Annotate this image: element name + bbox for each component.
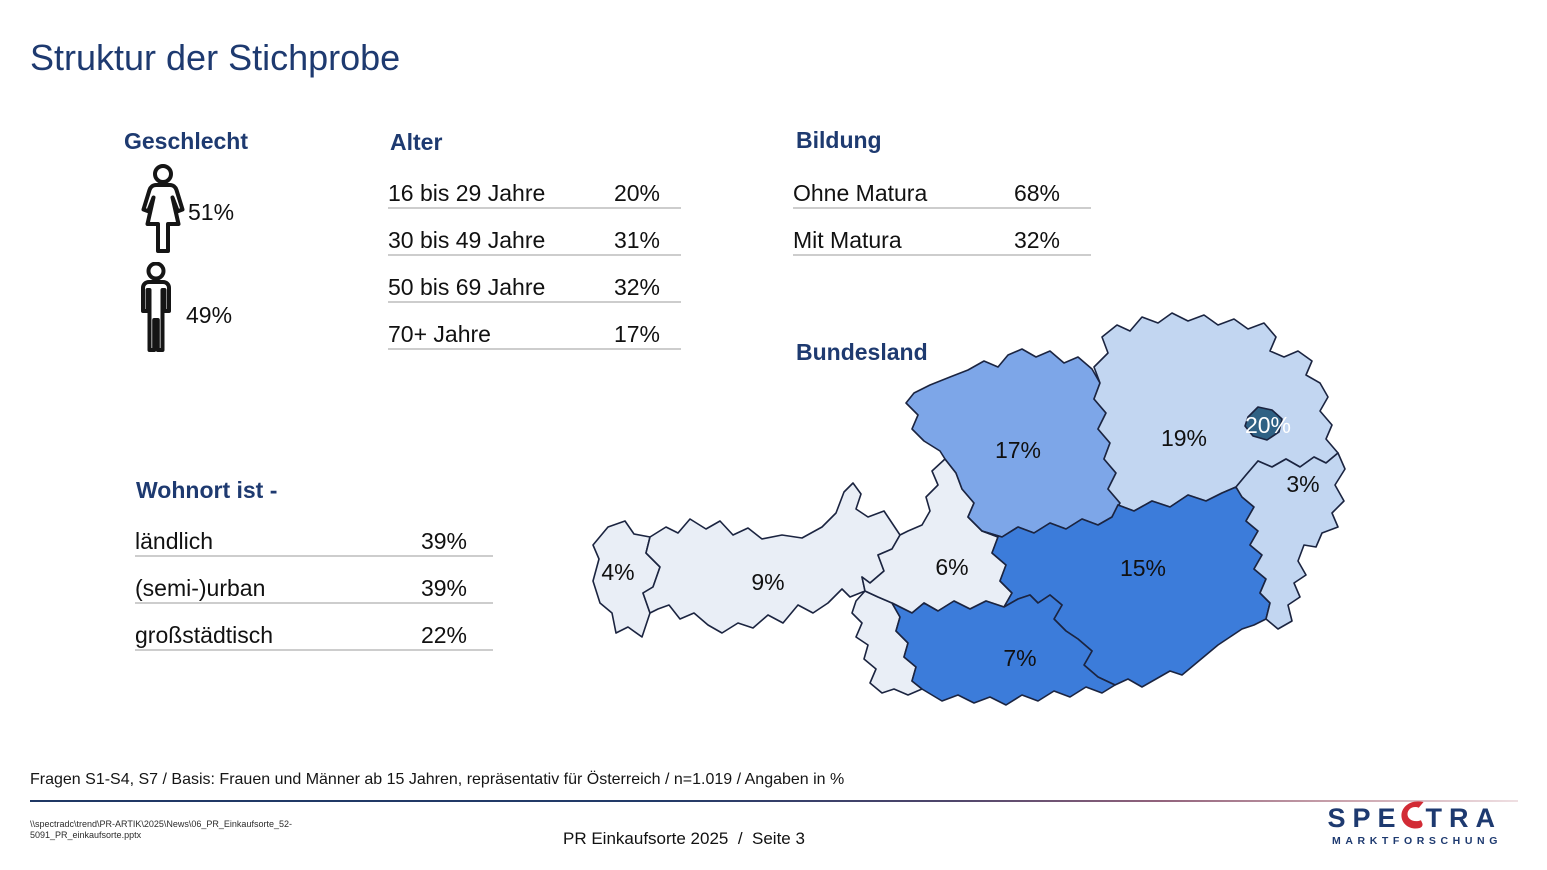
- row-label: Mit Matura: [793, 227, 902, 253]
- map-label-kaernten: 7%: [1003, 645, 1036, 671]
- row-value: 39%: [420, 528, 467, 554]
- logo-swoosh-icon: [1400, 801, 1424, 829]
- row-label: 16 bis 29 Jahre: [388, 180, 546, 206]
- female-value: 51%: [188, 199, 235, 225]
- row-value: 39%: [420, 575, 467, 601]
- map-label-salzburg: 6%: [935, 554, 968, 580]
- row-label: großstädtisch: [135, 622, 274, 648]
- map-label-burgenland: 3%: [1286, 471, 1319, 497]
- map-region-burgenland: [1235, 452, 1346, 630]
- table-row: 70+ Jahre 17%: [388, 303, 681, 350]
- austria-map: 4% 9% 6% 17% 19% 20% 3% 15% 7%: [570, 295, 1350, 715]
- row-value: 68%: [1013, 180, 1060, 206]
- wohnort-table: ländlich 39% (semi-)urban 39% großstädti…: [135, 510, 493, 651]
- male-icon: [136, 261, 176, 359]
- table-row: 30 bis 49 Jahre 31%: [388, 209, 681, 256]
- row-label: 70+ Jahre: [388, 321, 491, 347]
- row-value: 32%: [1013, 227, 1060, 253]
- logo-wordmark: SPE TRA: [1327, 801, 1502, 833]
- spectra-logo: SPE TRA MARKTFORSCHUNG: [1327, 801, 1502, 847]
- table-row: Ohne Matura 68%: [793, 162, 1091, 209]
- table-row: 50 bis 69 Jahre 32%: [388, 256, 681, 303]
- map-label-niederoesterreich: 19%: [1161, 425, 1207, 451]
- bildung-table: Ohne Matura 68% Mit Matura 32%: [793, 162, 1091, 256]
- footer-note: Fragen S1-S4, S7 / Basis: Frauen und Män…: [30, 771, 845, 788]
- female-icon: [132, 164, 194, 258]
- row-label: ländlich: [135, 528, 213, 554]
- row-label: (semi-)urban: [135, 575, 266, 601]
- row-value: 31%: [613, 227, 660, 253]
- page-title: Struktur der Stichprobe: [30, 37, 401, 79]
- table-row: 16 bis 29 Jahre 20%: [388, 162, 681, 209]
- table-row: (semi-)urban 39%: [135, 557, 493, 604]
- male-value: 49%: [186, 302, 233, 328]
- alter-table: 16 bis 29 Jahre 20% 30 bis 49 Jahre 31% …: [388, 162, 681, 350]
- row-label: Ohne Matura: [793, 180, 928, 206]
- table-row: Mit Matura 32%: [793, 209, 1091, 256]
- table-row: ländlich 39%: [135, 510, 493, 557]
- map-label-vorarlberg: 4%: [601, 559, 634, 585]
- row-value: 32%: [613, 274, 660, 300]
- row-value: 17%: [613, 321, 660, 347]
- logo-subtext: MARKTFORSCHUNG: [1332, 835, 1502, 847]
- footer-divider: [30, 800, 1518, 802]
- page-footer-label: PR Einkaufsorte 2025 / Seite 3: [563, 829, 805, 848]
- section-heading-alter: Alter: [390, 129, 443, 155]
- row-value: 20%: [613, 180, 660, 206]
- section-heading-bildung: Bildung: [796, 127, 882, 153]
- map-region-vorarlberg: [592, 520, 661, 638]
- map-label-steiermark: 15%: [1120, 555, 1166, 581]
- map-region-wien: [1244, 406, 1283, 441]
- file-path: \\spectradc\trend\PR-ARTIK\2025\News\06_…: [30, 819, 292, 841]
- map-region-kaernten: [891, 594, 1116, 706]
- map-label-oberoesterreich: 17%: [995, 437, 1041, 463]
- row-value: 22%: [420, 622, 467, 648]
- row-label: 30 bis 49 Jahre: [388, 227, 546, 253]
- row-label: 50 bis 69 Jahre: [388, 274, 546, 300]
- map-label-wien: 20%: [1245, 412, 1291, 438]
- section-heading-geschlecht: Geschlecht: [124, 128, 248, 154]
- section-heading-wohnort: Wohnort ist -: [136, 477, 278, 503]
- section-heading-bundesland: Bundesland: [796, 339, 928, 365]
- logo-text-tra: TRA: [1425, 803, 1502, 833]
- map-label-tirol: 9%: [751, 569, 784, 595]
- table-row: großstädtisch 22%: [135, 604, 493, 651]
- logo-text-spe: SPE: [1327, 803, 1403, 833]
